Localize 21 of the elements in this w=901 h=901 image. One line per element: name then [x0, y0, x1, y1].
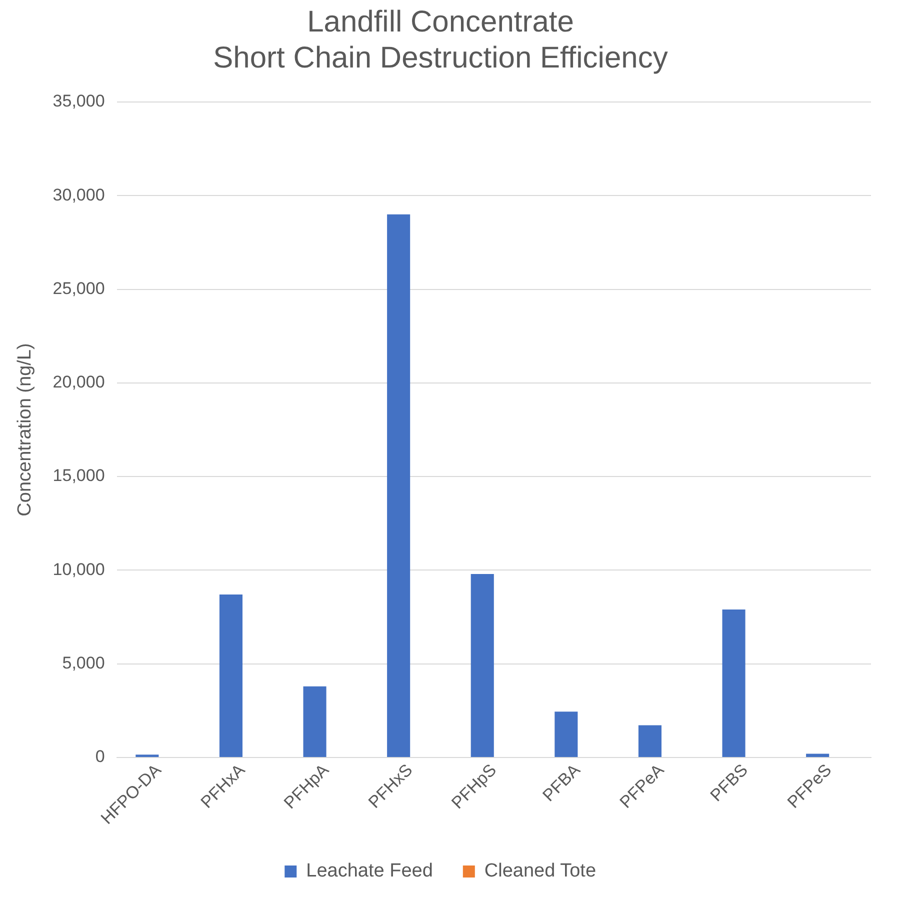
bar [219, 594, 242, 757]
bar [638, 725, 662, 757]
y-tick-label: 10,000 [52, 560, 105, 579]
y-tick-label: 25,000 [52, 278, 105, 298]
y-tick-label: 0 [95, 747, 105, 766]
bar [806, 754, 830, 757]
bar [554, 712, 578, 757]
y-tick-label: 15,000 [52, 466, 105, 486]
text: Short Chain Destruction Efficiency [213, 41, 668, 74]
y-tick-label: 30,000 [52, 185, 105, 204]
legend-label: Cleaned Tote [484, 860, 596, 882]
bar [470, 574, 494, 757]
y-tick-label: 20,000 [52, 372, 105, 392]
legend-label: Leachate Feed [306, 860, 433, 882]
bar [722, 610, 746, 757]
bar [387, 214, 410, 757]
y-tick-label: 35,000 [52, 92, 105, 111]
y-tick-label: 5,000 [62, 654, 105, 673]
y-axis-title: Concentration (ng/L) [14, 343, 36, 516]
text: Landfill Concentrate [307, 5, 574, 38]
bar [303, 686, 326, 757]
